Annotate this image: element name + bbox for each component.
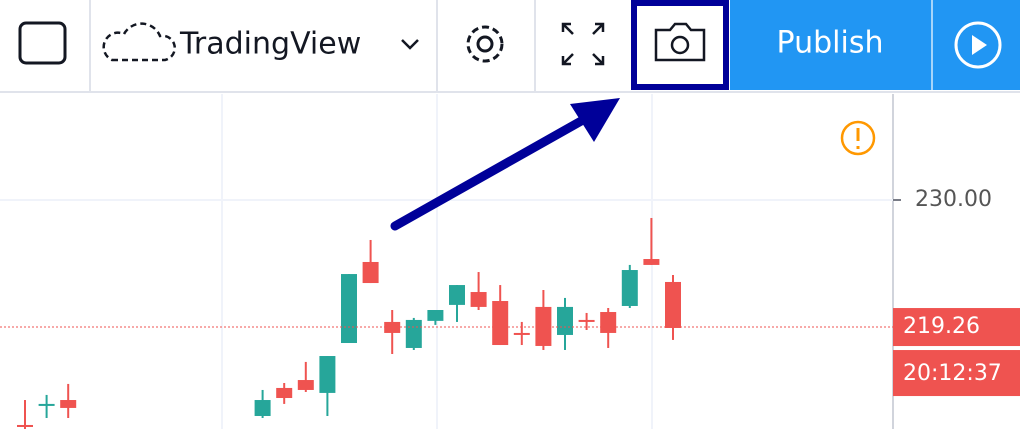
candle-body [341,274,357,344]
gear-inner [476,35,494,53]
gear-outer [466,25,504,63]
candle-body [621,270,638,306]
snapshot-button[interactable] [631,0,729,90]
camera-icon [654,22,706,62]
candle-body [405,319,422,348]
camera-lens [670,35,690,55]
last-price-box [893,308,1020,347]
candle-body [254,400,271,416]
annotation-arrowhead [570,98,620,142]
candle-body [38,403,55,406]
fullscreen-button[interactable] [561,22,605,66]
chevron [401,39,419,50]
annotation-arrow [390,111,595,231]
candle-body [578,319,595,322]
settings-button[interactable] [466,25,504,63]
candle-body [319,356,336,393]
candle-body [449,285,465,305]
play-triangle [972,35,987,55]
candle-body [492,301,509,346]
layout-name-button[interactable]: TradingView [102,22,419,62]
cloud-icon [102,22,177,62]
candle-body [297,380,314,390]
candle-body [470,292,487,307]
brand-name: TradingView [179,27,361,62]
candle-body [17,424,33,427]
candle-body [276,387,293,399]
publish-area [730,0,1020,90]
candle-body [362,261,379,284]
play-button[interactable] [954,21,1002,69]
candle-body [665,281,681,328]
layout-button[interactable] [18,21,67,65]
candle-body [557,306,573,335]
warning-icon[interactable] [840,120,876,156]
chart-area: 230.00 219.26 20:12:37 [0,94,1020,429]
y-tick-label: 230.00 [915,187,992,212]
highlight-box [631,0,729,90]
play-circle [954,21,1002,69]
candle-body [643,259,660,265]
candle-body [427,310,444,321]
candle-body [513,332,530,335]
countdown-label: 20:12:37 [903,361,1002,386]
candle-body [60,400,77,408]
publish-button[interactable]: Publish [777,26,884,61]
candle-body [600,312,617,333]
candle-body [535,306,552,346]
countdown-box [893,350,1020,397]
last-price-label: 219.26 [903,314,980,339]
